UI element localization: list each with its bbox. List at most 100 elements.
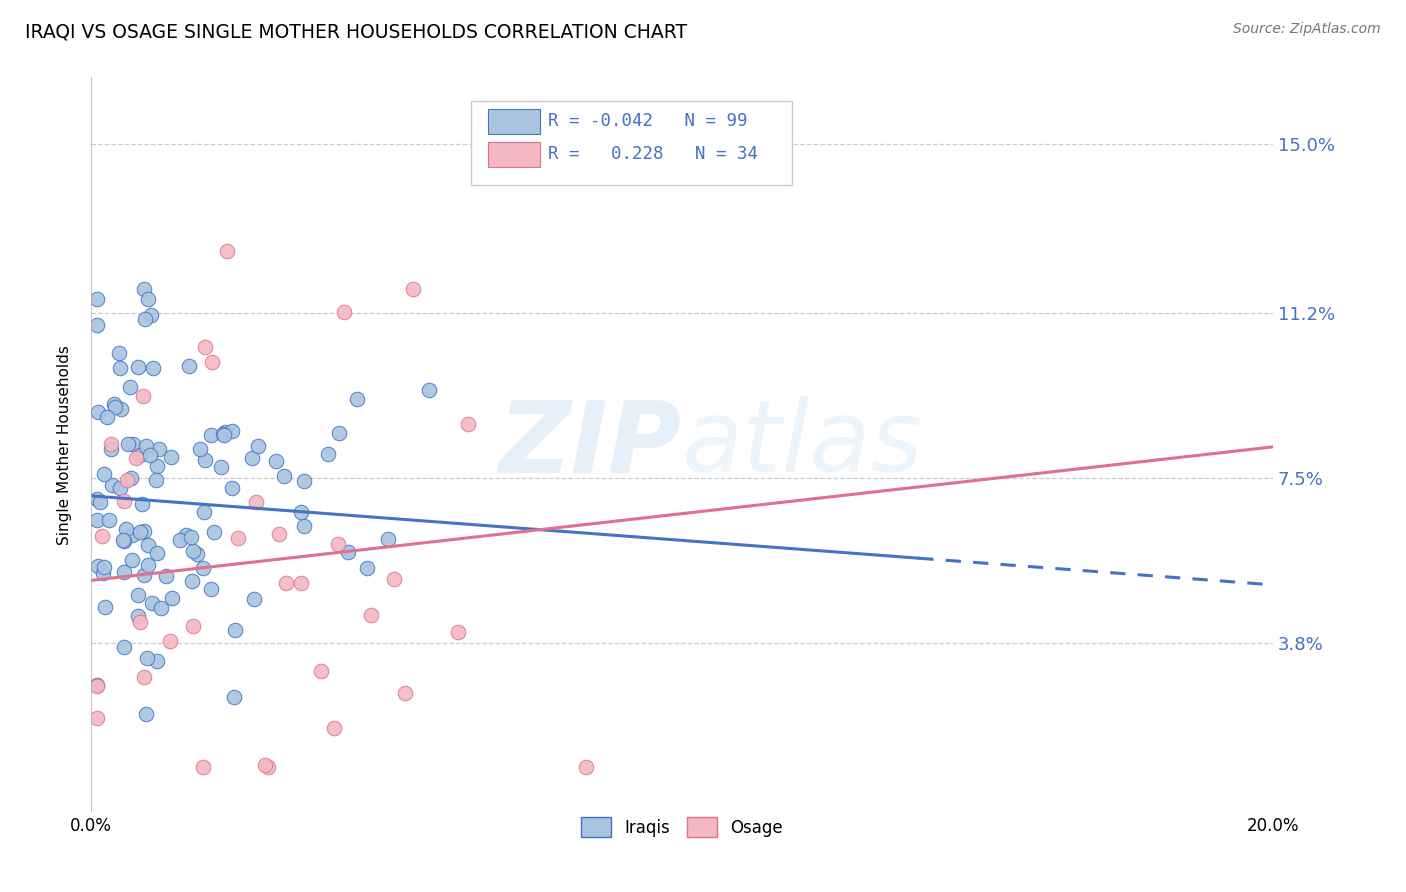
Point [174,527,197,541]
Point [127,608,149,623]
Point [108,360,131,375]
Point [247,439,270,453]
Point [226,532,249,546]
Point [134,282,156,296]
Point [146,458,169,473]
Point [202,525,225,540]
Point [139,308,162,322]
Point [148,442,170,456]
Point [114,522,136,536]
Point [224,624,246,638]
Point [136,558,159,572]
Point [200,582,222,596]
Point [447,625,470,640]
Point [257,760,280,774]
Point [135,439,157,453]
Point [86,679,108,693]
Point [292,519,315,533]
Point [360,607,382,622]
Point [200,428,222,442]
Point [145,546,167,560]
Point [97,513,120,527]
Text: IRAQI VS OSAGE SINGLE MOTHER HOUSEHOLDS CORRELATION CHART: IRAQI VS OSAGE SINGLE MOTHER HOUSEHOLDS … [25,22,688,41]
Point [326,537,349,551]
Point [96,410,118,425]
Point [134,311,156,326]
Point [150,600,173,615]
Point [191,561,214,575]
Point [128,615,150,629]
Point [100,437,122,451]
Point [122,437,145,451]
Point [418,383,440,397]
Legend: Iraqis, Osage: Iraqis, Osage [574,810,789,844]
Point [316,447,339,461]
Point [120,470,142,484]
Point [274,576,297,591]
Point [309,665,332,679]
Point [222,690,245,705]
Point [382,572,405,586]
Point [245,495,267,509]
Point [93,560,115,574]
Point [180,529,202,543]
Point [214,428,236,442]
Point [337,545,360,559]
Point [86,711,108,725]
Point [86,405,108,419]
Point [117,436,139,450]
Point [118,380,141,394]
FancyBboxPatch shape [488,142,540,167]
Point [121,528,143,542]
Point [112,534,135,549]
Point [86,318,108,332]
Point [169,533,191,548]
Y-axis label: Single Mother Households: Single Mother Households [58,344,72,545]
FancyBboxPatch shape [488,109,540,134]
Point [86,513,108,527]
Point [139,448,162,462]
Point [194,453,217,467]
FancyBboxPatch shape [471,101,792,185]
Point [87,559,110,574]
Point [112,566,135,580]
Point [264,453,287,467]
Point [112,494,135,508]
Point [145,654,167,668]
Point [240,450,263,465]
Point [132,568,155,582]
Point [107,346,129,360]
Point [253,758,276,772]
Point [332,305,354,319]
Point [132,389,155,403]
Point [127,360,149,375]
Text: R =   0.228   N = 34: R = 0.228 N = 34 [548,145,758,163]
Point [110,401,132,416]
Point [128,448,150,462]
Point [269,527,291,541]
Point [212,427,235,442]
Point [111,533,134,548]
Point [290,575,312,590]
Point [328,426,350,441]
Point [103,397,125,411]
Point [273,469,295,483]
Point [91,529,114,543]
Point [394,686,416,700]
Point [181,619,204,633]
Point [93,467,115,481]
Point [377,532,399,546]
Point [162,591,184,606]
Text: atlas: atlas [682,396,924,493]
Point [193,505,215,519]
Point [125,450,148,465]
Point [100,442,122,457]
Text: Source: ZipAtlas.com: Source: ZipAtlas.com [1233,22,1381,37]
Point [108,481,131,495]
Point [155,569,177,583]
Point [402,282,425,296]
Point [86,678,108,692]
Point [209,459,232,474]
Point [121,553,143,567]
Point [177,359,200,374]
